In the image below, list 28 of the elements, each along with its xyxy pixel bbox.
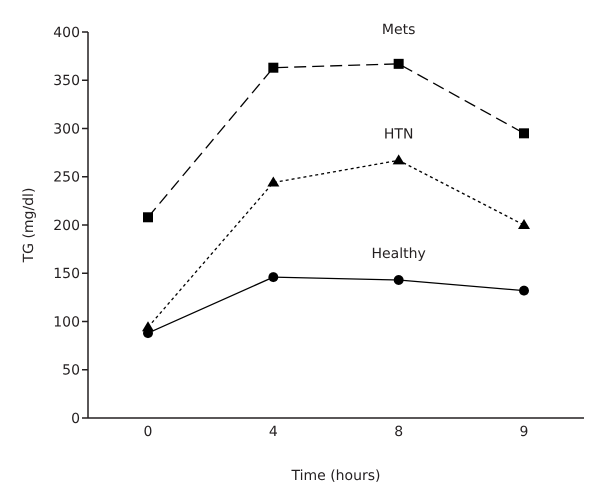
y-tick-label: 250 [53,170,80,186]
x-tick-label: 4 [268,424,278,440]
y-tick-label: 200 [53,218,80,234]
y-tick-label: 400 [53,24,80,41]
y-tick-label: 150 [53,266,80,282]
series-label: HTN [384,126,414,142]
point [267,176,280,187]
y-axis-title: TG (mg/dl) [20,188,37,264]
series-label: Mets [382,22,416,38]
y-tick-label: 350 [53,73,80,90]
point [143,212,153,222]
y-tick-label: 300 [53,121,80,138]
point [392,154,405,164]
y-tick-label: 100 [53,314,80,330]
point [519,286,529,296]
y-tick-label: 50 [62,362,80,379]
x-axis-title: Time (hours) [290,468,380,484]
y-tick-label: 0 [71,410,80,427]
point [268,272,278,282]
point [518,219,530,229]
point [394,58,404,69]
point [268,62,278,73]
x-tick-label: 9 [520,424,528,440]
point [519,128,529,138]
x-tick-label: 0 [144,424,152,440]
x-tick-label: 8 [394,424,404,440]
series-label: Healthy [372,246,426,262]
point [394,275,404,286]
